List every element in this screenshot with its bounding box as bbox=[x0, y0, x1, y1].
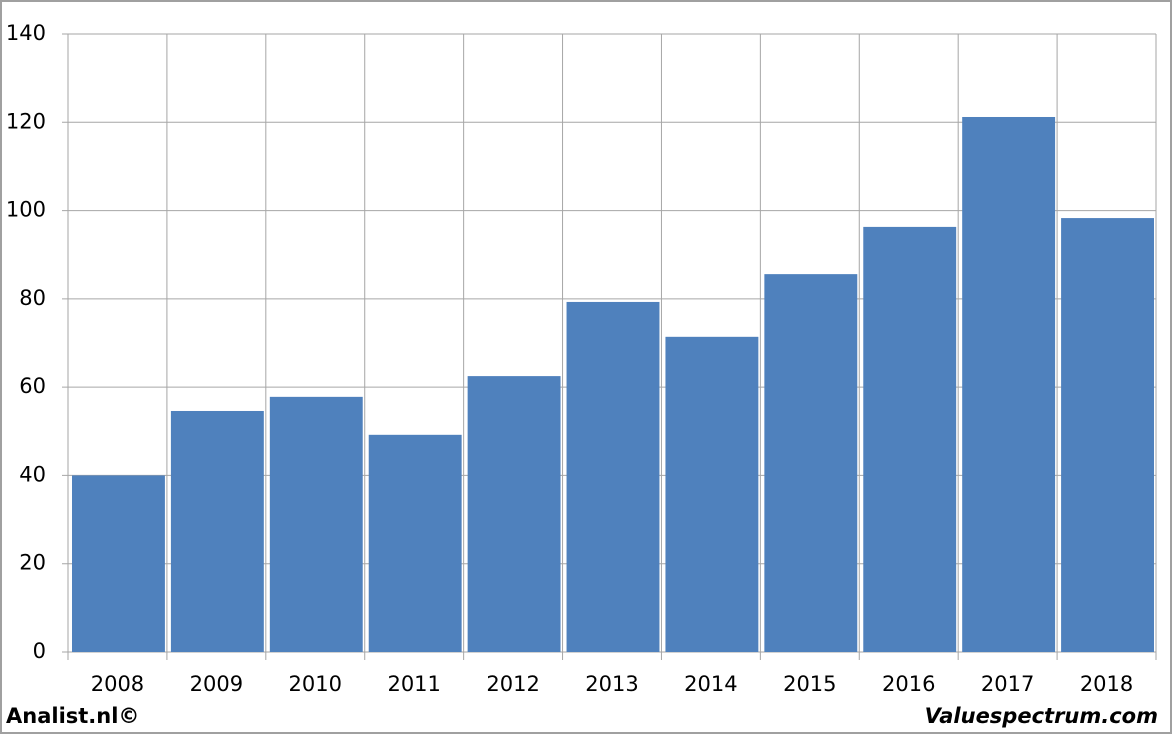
bar bbox=[170, 410, 264, 652]
footer-right: Valuespectrum.com bbox=[925, 704, 1158, 728]
bar bbox=[566, 301, 660, 652]
x-tick-label: 2013 bbox=[585, 672, 638, 696]
footer-left: Analist.nl© bbox=[6, 704, 139, 728]
x-tick-label: 2008 bbox=[91, 672, 144, 696]
x-tick-label: 2009 bbox=[190, 672, 243, 696]
plot-area: 0 20 40 60 80 100 120 140 2008 2009 2010 2011 2012 20… bbox=[6, 21, 1157, 696]
y-tick-label: 20 bbox=[19, 551, 46, 575]
y-tick-label: 80 bbox=[19, 286, 46, 310]
x-tick-label: 2018 bbox=[1080, 672, 1133, 696]
bar bbox=[467, 376, 561, 652]
x-tick-label: 2010 bbox=[289, 672, 342, 696]
y-tick-label: 60 bbox=[19, 374, 46, 398]
bar bbox=[962, 116, 1056, 652]
x-tick-label: 2011 bbox=[387, 672, 440, 696]
bar bbox=[269, 396, 363, 652]
y-tick-label: 100 bbox=[6, 198, 46, 222]
x-tick-label: 2017 bbox=[981, 672, 1034, 696]
bar bbox=[368, 434, 462, 652]
y-tick-label: 0 bbox=[33, 639, 46, 663]
x-tick-label: 2012 bbox=[486, 672, 539, 696]
y-tick-label: 140 bbox=[6, 21, 46, 45]
y-tick-label: 120 bbox=[6, 109, 46, 133]
bar bbox=[1061, 218, 1154, 652]
bar bbox=[863, 226, 957, 652]
bar bbox=[72, 475, 165, 652]
y-tick-label: 40 bbox=[19, 462, 46, 486]
x-tick-label: 2014 bbox=[684, 672, 737, 696]
x-tick-label: 2016 bbox=[882, 672, 935, 696]
bar bbox=[764, 274, 858, 652]
x-tick-label: 2015 bbox=[783, 672, 836, 696]
bar bbox=[665, 336, 759, 652]
